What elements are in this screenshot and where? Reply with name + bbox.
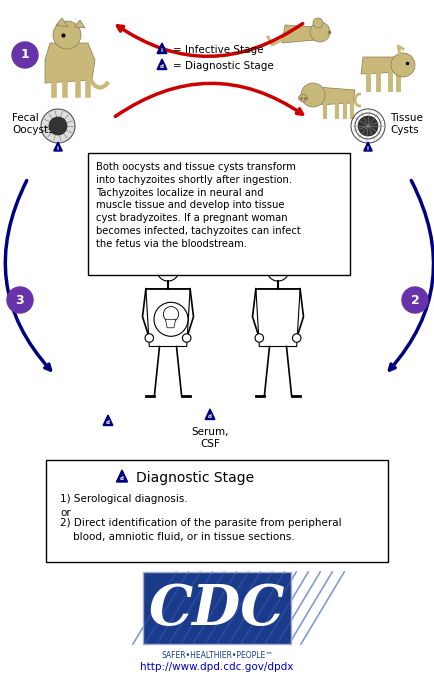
Text: d: d [120,477,124,481]
Polygon shape [360,57,402,74]
Polygon shape [56,18,68,27]
Circle shape [309,22,329,42]
Text: Tissue
Cysts: Tissue Cysts [389,113,422,135]
Text: 2: 2 [410,294,418,306]
Polygon shape [281,25,317,43]
Circle shape [53,21,81,49]
Polygon shape [255,289,299,347]
Circle shape [49,117,67,135]
Text: = Diagnostic Stage: = Diagnostic Stage [173,61,273,71]
Text: Diagnostic Stage: Diagnostic Stage [136,471,253,485]
Text: i: i [161,48,163,53]
Polygon shape [165,319,175,328]
FancyBboxPatch shape [88,153,349,275]
Polygon shape [54,142,62,151]
Circle shape [401,287,427,313]
Polygon shape [145,289,190,347]
Text: CDC: CDC [148,582,285,637]
Text: 3: 3 [16,294,24,306]
Text: d: d [160,65,164,69]
Circle shape [145,334,153,343]
Circle shape [390,53,414,77]
Polygon shape [116,470,127,482]
Polygon shape [204,409,214,419]
Circle shape [154,302,187,336]
Text: or: or [60,508,71,518]
Circle shape [292,334,300,343]
Circle shape [7,287,33,313]
Circle shape [300,83,324,107]
Text: i: i [57,146,59,151]
Text: Serum,
CSF: Serum, CSF [191,427,228,449]
Text: Fecal
Oocysts: Fecal Oocysts [12,113,53,135]
Polygon shape [157,59,167,69]
Text: blood, amniotic fluid, or in tissue sections.: blood, amniotic fluid, or in tissue sect… [73,532,294,542]
FancyBboxPatch shape [143,572,290,644]
Text: Both oocysts and tissue cysts transform
into tachyzoites shortly after ingestion: Both oocysts and tissue cysts transform … [96,162,300,249]
Text: = Infective Stage: = Infective Stage [173,45,263,55]
Circle shape [357,116,377,136]
Text: i: i [366,146,368,151]
Circle shape [163,306,178,322]
Text: d: d [207,415,211,419]
Circle shape [266,259,288,281]
Circle shape [182,334,191,343]
Circle shape [12,42,38,68]
Text: 1: 1 [20,48,30,61]
Text: SAFER•HEALTHIER•PEOPLE™: SAFER•HEALTHIER•PEOPLE™ [161,651,272,660]
Text: 1) Serological diagnosis.: 1) Serological diagnosis. [60,494,187,504]
Circle shape [312,18,322,28]
FancyBboxPatch shape [46,460,387,562]
Polygon shape [363,142,372,151]
Circle shape [41,109,75,143]
Text: http://www.dpd.cdc.gov/dpdx: http://www.dpd.cdc.gov/dpdx [140,662,293,672]
Circle shape [254,334,263,343]
Polygon shape [103,415,113,426]
Polygon shape [157,43,167,54]
Circle shape [157,259,179,281]
Text: 2) Direct identification of the parasite from peripheral: 2) Direct identification of the parasite… [60,518,341,528]
Polygon shape [314,87,354,105]
Polygon shape [45,43,95,83]
Polygon shape [74,20,85,28]
Text: d: d [106,420,110,426]
Ellipse shape [298,95,307,101]
